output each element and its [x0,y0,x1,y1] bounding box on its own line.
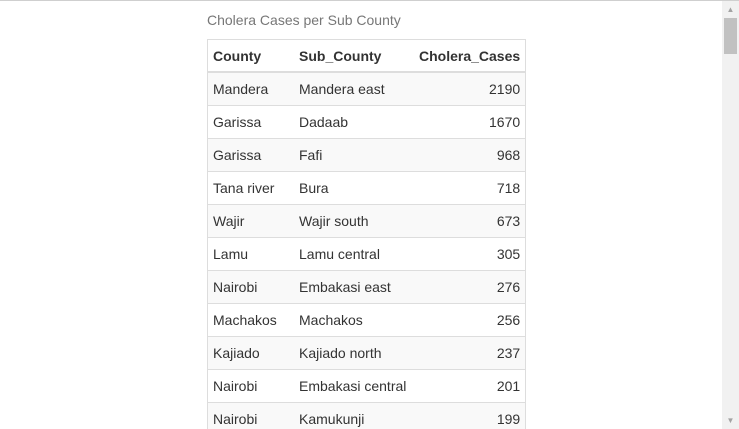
table-row: Nairobi Kamukunji 199 [207,402,526,429]
cell-county: Garissa [207,105,290,139]
cell-cholera-cases: 256 [414,303,526,337]
cell-county: Wajir [207,204,290,238]
cell-cholera-cases: 305 [414,237,526,271]
table-container: Cholera Cases per Sub County County Sub_… [207,11,527,429]
cell-sub-county: Embakasi east [290,270,414,304]
cell-sub-county: Kajiado north [290,336,414,370]
cell-county: Nairobi [207,402,290,429]
cell-cholera-cases: 718 [414,171,526,205]
cell-sub-county: Wajir south [290,204,414,238]
table-header-row: County Sub_County Cholera_Cases [207,39,526,73]
cell-sub-county: Fafi [290,138,414,172]
cell-sub-county: Machakos [290,303,414,337]
table-row: Nairobi Embakasi east 276 [207,270,526,304]
cell-sub-county: Embakasi central [290,369,414,403]
cell-cholera-cases: 199 [414,402,526,429]
cholera-cases-table: County Sub_County Cholera_Cases Mandera … [207,39,527,429]
table-row: Kajiado Kajiado north 237 [207,336,526,370]
table-row: Nairobi Embakasi central 201 [207,369,526,403]
cell-cholera-cases: 2190 [414,71,526,106]
scroll-up-icon[interactable]: ▲ [726,5,735,14]
cell-cholera-cases: 1670 [414,105,526,139]
cell-cholera-cases: 673 [414,204,526,238]
table-row: Garissa Dadaab 1670 [207,105,526,139]
cell-cholera-cases: 201 [414,369,526,403]
cell-sub-county: Lamu central [290,237,414,271]
cell-county: Nairobi [207,270,290,304]
cell-county: Garissa [207,138,290,172]
cell-sub-county: Bura [290,171,414,205]
table-row: Garissa Fafi 968 [207,138,526,172]
cell-county: Machakos [207,303,290,337]
table-row: Lamu Lamu central 305 [207,237,526,271]
cell-sub-county: Mandera east [290,71,414,106]
cell-sub-county: Kamukunji [290,402,414,429]
cell-cholera-cases: 968 [414,138,526,172]
column-header-cholera-cases[interactable]: Cholera_Cases [414,39,526,73]
vertical-scrollbar[interactable]: ▲ ▼ [722,1,739,429]
table-row: Tana river Bura 718 [207,171,526,205]
cell-county: Tana river [207,171,290,205]
cell-county: Kajiado [207,336,290,370]
scroll-down-icon[interactable]: ▼ [726,416,735,425]
cell-sub-county: Dadaab [290,105,414,139]
table-row: Machakos Machakos 256 [207,303,526,337]
column-header-county[interactable]: County [207,39,290,73]
cell-county: Lamu [207,237,290,271]
cell-county: Nairobi [207,369,290,403]
column-header-sub-county[interactable]: Sub_County [290,39,414,73]
cell-cholera-cases: 237 [414,336,526,370]
table-caption: Cholera Cases per Sub County [207,12,401,28]
cell-cholera-cases: 276 [414,270,526,304]
scrollbar-thumb[interactable] [724,18,737,54]
table-row: Wajir Wajir south 673 [207,204,526,238]
table-row: Mandera Mandera east 2190 [207,71,526,106]
cell-county: Mandera [207,71,290,106]
